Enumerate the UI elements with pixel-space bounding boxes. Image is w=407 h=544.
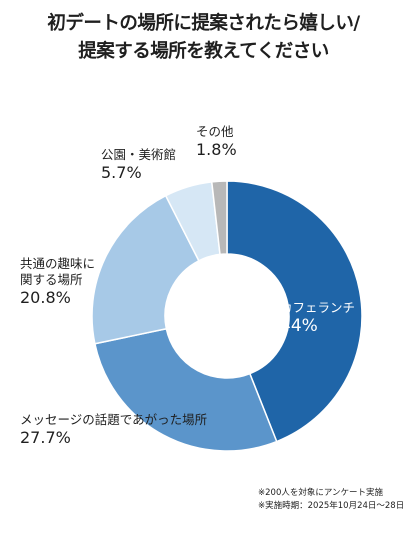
segment-value: 1.8%: [196, 140, 237, 159]
slice-shared-hobby-place: [91, 194, 200, 345]
segment-name-line-1: 共通の趣味に: [20, 256, 96, 271]
slice-message-topic-place: [94, 327, 278, 452]
segment-name-line-2: 関する場所: [20, 272, 83, 287]
label-message-topic-place: メッセージの話題であがった場所 27.7%: [20, 412, 207, 448]
segment-value: 5.7%: [101, 163, 142, 182]
segment-name: カフェランチ: [280, 300, 356, 315]
title-line-1: 初デートの場所に提案されたら嬉しい/: [47, 13, 360, 34]
segment-value: 27.7%: [20, 428, 71, 447]
label-cafe-lunch: カフェランチ 44%: [280, 300, 355, 336]
segment-value: 20.8%: [20, 288, 71, 307]
chart-title: 初デートの場所に提案されたら嬉しい/ 提案する場所を教えてください: [0, 10, 407, 66]
note-line-2: ※実施時期：2025年10月24日〜28日: [258, 501, 405, 511]
slice-cafe-lunch: [226, 180, 363, 443]
segment-name: その他: [196, 124, 234, 139]
slice-other: [210, 180, 228, 256]
note-line-1: ※200人を対象にアンケート実施: [258, 488, 384, 498]
segment-value: 44%: [280, 316, 318, 336]
survey-notes: ※200人を対象にアンケート実施 ※実施時期：2025年10月24日〜28日: [258, 487, 404, 513]
segment-name: メッセージの話題であがった場所: [20, 412, 208, 427]
segment-name: 公園・美術館: [101, 147, 177, 162]
title-line-2: 提案する場所を教えてください: [78, 41, 329, 62]
label-park-museum: 公園・美術館 5.7%: [101, 147, 176, 183]
label-other: その他 1.8%: [196, 124, 237, 160]
label-shared-hobby-place: 共通の趣味に 関する場所 20.8%: [20, 256, 95, 308]
